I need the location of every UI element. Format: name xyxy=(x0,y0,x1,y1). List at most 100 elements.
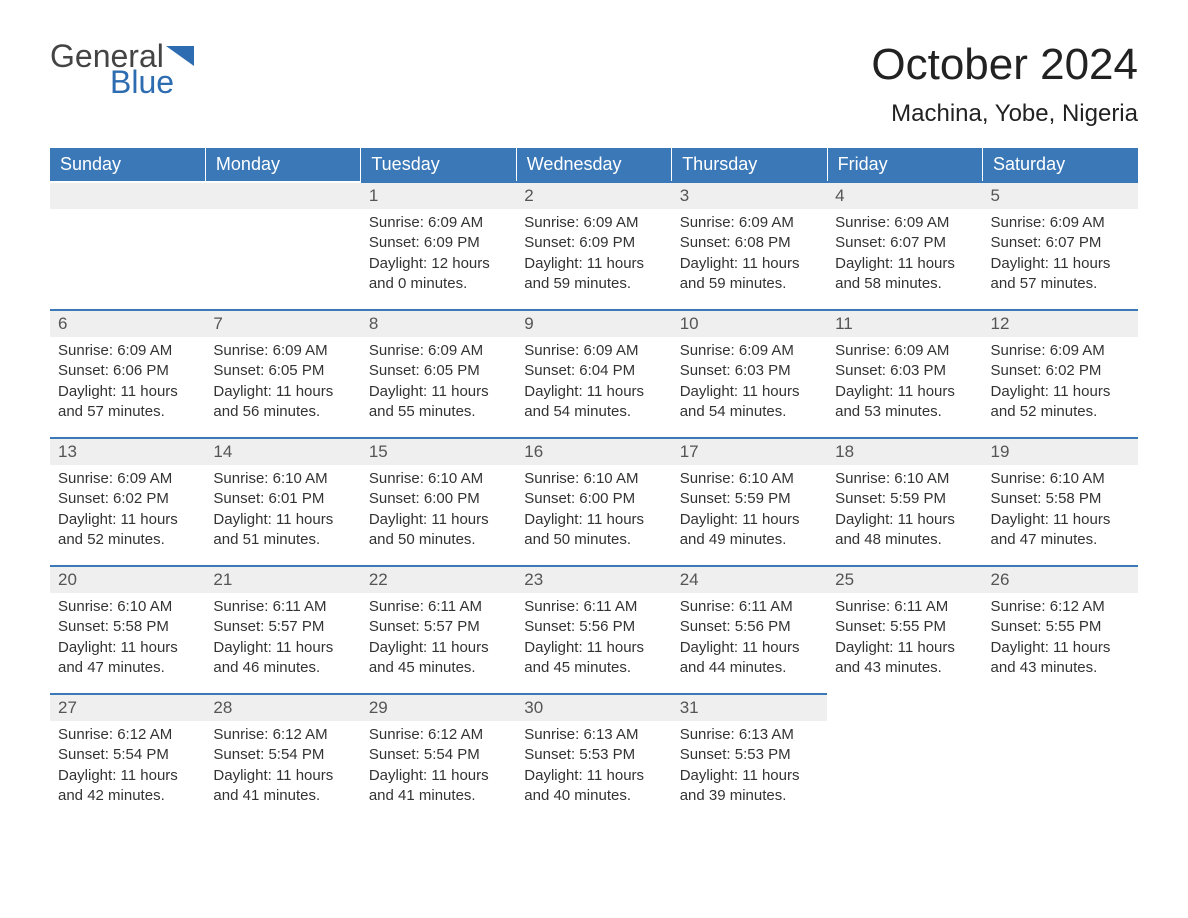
detail-line: Sunset: 6:04 PM xyxy=(524,361,663,381)
day-cell: 6Sunrise: 6:09 AMSunset: 6:06 PMDaylight… xyxy=(50,309,205,437)
detail-line: and 58 minutes. xyxy=(835,274,974,294)
day-cell: 1Sunrise: 6:09 AMSunset: 6:09 PMDaylight… xyxy=(361,181,516,309)
detail-line: Daylight: 11 hours xyxy=(835,382,974,402)
day-details xyxy=(983,721,1138,733)
detail-line: Sunrise: 6:12 AM xyxy=(369,725,508,745)
detail-line: Sunrise: 6:09 AM xyxy=(524,341,663,361)
detail-line: Sunset: 6:09 PM xyxy=(524,233,663,253)
day-number: 31 xyxy=(672,695,827,721)
day-details: Sunrise: 6:11 AMSunset: 5:56 PMDaylight:… xyxy=(516,593,671,686)
day-number xyxy=(50,183,205,209)
detail-line: Daylight: 11 hours xyxy=(213,766,352,786)
day-cell xyxy=(205,181,360,309)
detail-line: and 40 minutes. xyxy=(524,786,663,806)
detail-line: and 57 minutes. xyxy=(58,402,197,422)
day-cell: 21Sunrise: 6:11 AMSunset: 5:57 PMDayligh… xyxy=(205,565,360,693)
day-details: Sunrise: 6:12 AMSunset: 5:54 PMDaylight:… xyxy=(361,721,516,814)
detail-line: Sunset: 5:59 PM xyxy=(835,489,974,509)
day-number: 14 xyxy=(205,439,360,465)
day-details: Sunrise: 6:09 AMSunset: 6:03 PMDaylight:… xyxy=(827,337,982,430)
detail-line: and 41 minutes. xyxy=(369,786,508,806)
day-details: Sunrise: 6:09 AMSunset: 6:06 PMDaylight:… xyxy=(50,337,205,430)
detail-line: Daylight: 11 hours xyxy=(369,766,508,786)
day-cell: 3Sunrise: 6:09 AMSunset: 6:08 PMDaylight… xyxy=(672,181,827,309)
day-number: 21 xyxy=(205,567,360,593)
day-details: Sunrise: 6:10 AMSunset: 6:00 PMDaylight:… xyxy=(516,465,671,558)
day-number: 22 xyxy=(361,567,516,593)
day-cell: 24Sunrise: 6:11 AMSunset: 5:56 PMDayligh… xyxy=(672,565,827,693)
detail-line: Daylight: 11 hours xyxy=(991,382,1130,402)
day-cell: 13Sunrise: 6:09 AMSunset: 6:02 PMDayligh… xyxy=(50,437,205,565)
day-cell: 29Sunrise: 6:12 AMSunset: 5:54 PMDayligh… xyxy=(361,693,516,821)
day-details: Sunrise: 6:09 AMSunset: 6:04 PMDaylight:… xyxy=(516,337,671,430)
detail-line: Sunrise: 6:13 AM xyxy=(524,725,663,745)
day-cell: 25Sunrise: 6:11 AMSunset: 5:55 PMDayligh… xyxy=(827,565,982,693)
day-details: Sunrise: 6:11 AMSunset: 5:56 PMDaylight:… xyxy=(672,593,827,686)
day-number: 30 xyxy=(516,695,671,721)
detail-line: and 57 minutes. xyxy=(991,274,1130,294)
detail-line: Daylight: 11 hours xyxy=(213,638,352,658)
detail-line: Sunrise: 6:11 AM xyxy=(680,597,819,617)
detail-line: Daylight: 12 hours xyxy=(369,254,508,274)
header: General Blue October 2024 Machina, Yobe,… xyxy=(50,40,1138,128)
detail-line: Sunset: 5:56 PM xyxy=(524,617,663,637)
week-row: 1Sunrise: 6:09 AMSunset: 6:09 PMDaylight… xyxy=(50,181,1138,309)
day-number: 11 xyxy=(827,311,982,337)
detail-line: Sunset: 6:06 PM xyxy=(58,361,197,381)
day-details: Sunrise: 6:10 AMSunset: 5:58 PMDaylight:… xyxy=(983,465,1138,558)
day-cell: 28Sunrise: 6:12 AMSunset: 5:54 PMDayligh… xyxy=(205,693,360,821)
day-number: 8 xyxy=(361,311,516,337)
day-number: 15 xyxy=(361,439,516,465)
detail-line: Sunset: 6:05 PM xyxy=(369,361,508,381)
day-cell: 15Sunrise: 6:10 AMSunset: 6:00 PMDayligh… xyxy=(361,437,516,565)
day-details: Sunrise: 6:13 AMSunset: 5:53 PMDaylight:… xyxy=(516,721,671,814)
detail-line: Sunset: 5:54 PM xyxy=(369,745,508,765)
day-details: Sunrise: 6:09 AMSunset: 6:08 PMDaylight:… xyxy=(672,209,827,302)
day-number: 9 xyxy=(516,311,671,337)
detail-line: Daylight: 11 hours xyxy=(58,382,197,402)
detail-line: Sunset: 5:56 PM xyxy=(680,617,819,637)
detail-line: Sunrise: 6:10 AM xyxy=(524,469,663,489)
day-number: 13 xyxy=(50,439,205,465)
day-details: Sunrise: 6:09 AMSunset: 6:09 PMDaylight:… xyxy=(361,209,516,302)
detail-line: Daylight: 11 hours xyxy=(524,638,663,658)
detail-line: Daylight: 11 hours xyxy=(835,254,974,274)
detail-line: Sunrise: 6:10 AM xyxy=(213,469,352,489)
detail-line: and 39 minutes. xyxy=(680,786,819,806)
day-cell: 19Sunrise: 6:10 AMSunset: 5:58 PMDayligh… xyxy=(983,437,1138,565)
day-cell: 14Sunrise: 6:10 AMSunset: 6:01 PMDayligh… xyxy=(205,437,360,565)
day-details: Sunrise: 6:12 AMSunset: 5:54 PMDaylight:… xyxy=(50,721,205,814)
day-number: 1 xyxy=(361,183,516,209)
day-details xyxy=(205,209,360,221)
day-number: 12 xyxy=(983,311,1138,337)
detail-line: and 54 minutes. xyxy=(680,402,819,422)
week-row: 27Sunrise: 6:12 AMSunset: 5:54 PMDayligh… xyxy=(50,693,1138,821)
detail-line: and 45 minutes. xyxy=(369,658,508,678)
detail-line: Sunset: 6:07 PM xyxy=(991,233,1130,253)
day-details: Sunrise: 6:12 AMSunset: 5:54 PMDaylight:… xyxy=(205,721,360,814)
detail-line: Sunrise: 6:12 AM xyxy=(213,725,352,745)
detail-line: Sunrise: 6:09 AM xyxy=(369,341,508,361)
detail-line: Sunset: 6:03 PM xyxy=(835,361,974,381)
day-cell xyxy=(50,181,205,309)
day-details: Sunrise: 6:10 AMSunset: 5:59 PMDaylight:… xyxy=(672,465,827,558)
day-details xyxy=(50,209,205,221)
day-cell: 26Sunrise: 6:12 AMSunset: 5:55 PMDayligh… xyxy=(983,565,1138,693)
day-cell: 22Sunrise: 6:11 AMSunset: 5:57 PMDayligh… xyxy=(361,565,516,693)
detail-line: Sunset: 5:57 PM xyxy=(213,617,352,637)
detail-line: Daylight: 11 hours xyxy=(369,638,508,658)
day-number: 28 xyxy=(205,695,360,721)
detail-line: Daylight: 11 hours xyxy=(213,510,352,530)
day-cell: 7Sunrise: 6:09 AMSunset: 6:05 PMDaylight… xyxy=(205,309,360,437)
detail-line: Daylight: 11 hours xyxy=(835,510,974,530)
detail-line: Sunrise: 6:09 AM xyxy=(369,213,508,233)
page-title: October 2024 xyxy=(871,40,1138,90)
detail-line: Sunrise: 6:10 AM xyxy=(835,469,974,489)
day-details xyxy=(827,721,982,733)
detail-line: Sunset: 5:53 PM xyxy=(680,745,819,765)
day-number: 2 xyxy=(516,183,671,209)
detail-line: and 52 minutes. xyxy=(58,530,197,550)
detail-line: Daylight: 11 hours xyxy=(369,382,508,402)
detail-line: and 47 minutes. xyxy=(991,530,1130,550)
detail-line: Sunset: 6:00 PM xyxy=(369,489,508,509)
